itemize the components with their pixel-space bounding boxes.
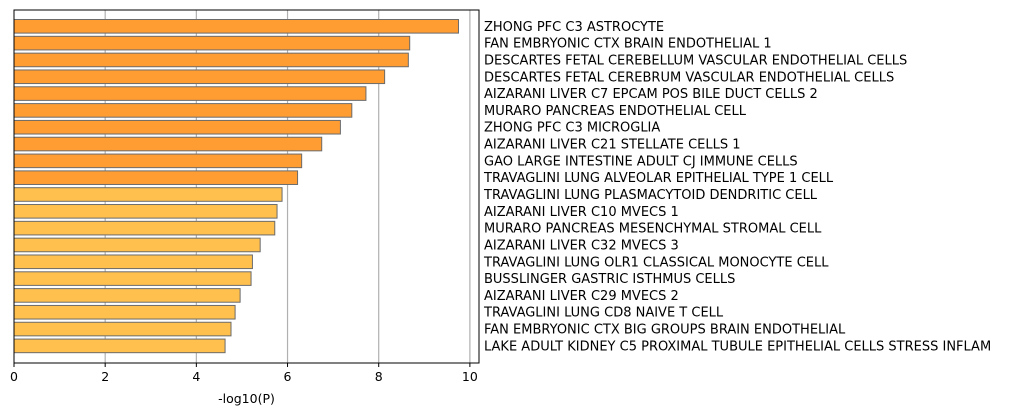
x-tick-label: 6 [284, 369, 292, 384]
category-label: TRAVAGLINI LUNG ALVEOLAR EPITHELIAL TYPE… [483, 171, 834, 186]
plot-frame [13, 9, 480, 364]
category-label: TRAVAGLINI LUNG PLASMACYTOID DENDRITIC C… [483, 188, 818, 203]
category-label: FAN EMBRYONIC CTX BIG GROUPS BRAIN ENDOT… [484, 323, 846, 338]
bar [13, 220, 276, 236]
category-label: BUSSLINGER GASTRIC ISTHMUS CELLS [484, 272, 735, 287]
bar [13, 271, 252, 286]
category-label: DESCARTES FETAL CEREBRUM VASCULAR ENDOTH… [484, 70, 894, 85]
bar [13, 119, 341, 135]
bar [13, 237, 261, 253]
bar [13, 86, 367, 101]
bar [13, 170, 299, 185]
x-axis-label: -log10(P) [218, 391, 275, 406]
bar [13, 52, 409, 68]
x-tick-label: 2 [101, 369, 109, 384]
bar [13, 338, 226, 354]
bar [13, 19, 459, 34]
category-label: AIZARANI LIVER C29 MVECS 2 [484, 289, 679, 304]
bar [13, 187, 283, 202]
category-label: FAN EMBRYONIC CTX BRAIN ENDOTHELIAL 1 [484, 37, 772, 52]
bar [13, 153, 303, 169]
category-label: TRAVAGLINI LUNG CD8 NAIVE T CELL [483, 306, 724, 321]
bar [13, 69, 386, 85]
bar [13, 288, 241, 303]
x-axis: 0 2 4 6 8 10 [10, 363, 478, 384]
category-label: AIZARANI LIVER C10 MVECS 1 [484, 205, 679, 220]
category-labels: ZHONG PFC C3 ASTROCYTE FAN EMBRYONIC CTX … [483, 20, 991, 355]
category-label: TRAVAGLINI LUNG OLR1 CLASSICAL MONOCYTE … [483, 255, 829, 270]
bar [13, 304, 236, 320]
category-label: MURARO PANCREAS ENDOTHELIAL CELL [484, 104, 747, 119]
category-label: AIZARANI LIVER C32 MVECS 3 [484, 238, 679, 253]
category-label: DESCARTES FETAL CEREBELLUM VASCULAR ENDO… [484, 53, 907, 68]
x-tick-label: 10 [462, 369, 478, 384]
x-tick-label: 4 [192, 369, 200, 384]
category-label: LAKE ADULT KIDNEY C5 PROXIMAL TUBULE EPI… [484, 339, 991, 354]
category-label: AIZARANI LIVER C7 EPCAM POS BILE DUCT CE… [484, 87, 818, 102]
category-label: MURARO PANCREAS MESENCHYMAL STROMAL CELL [484, 222, 822, 237]
bar [13, 136, 323, 152]
grid-lines [104, 10, 471, 363]
category-label: ZHONG PFC C3 MICROGLIA [484, 121, 660, 136]
bar [13, 321, 232, 337]
bar [13, 35, 411, 51]
x-tick-label: 8 [375, 369, 383, 384]
category-label: ZHONG PFC C3 ASTROCYTE [484, 20, 664, 35]
category-label: GAO LARGE INTESTINE ADULT CJ IMMUNE CELL… [484, 154, 798, 169]
bar [13, 103, 353, 118]
x-tick-label: 0 [10, 369, 18, 384]
bars [13, 19, 459, 354]
category-label: AIZARANI LIVER C21 STELLATE CELLS 1 [484, 138, 741, 153]
bar [13, 254, 253, 270]
bar [13, 204, 278, 219]
